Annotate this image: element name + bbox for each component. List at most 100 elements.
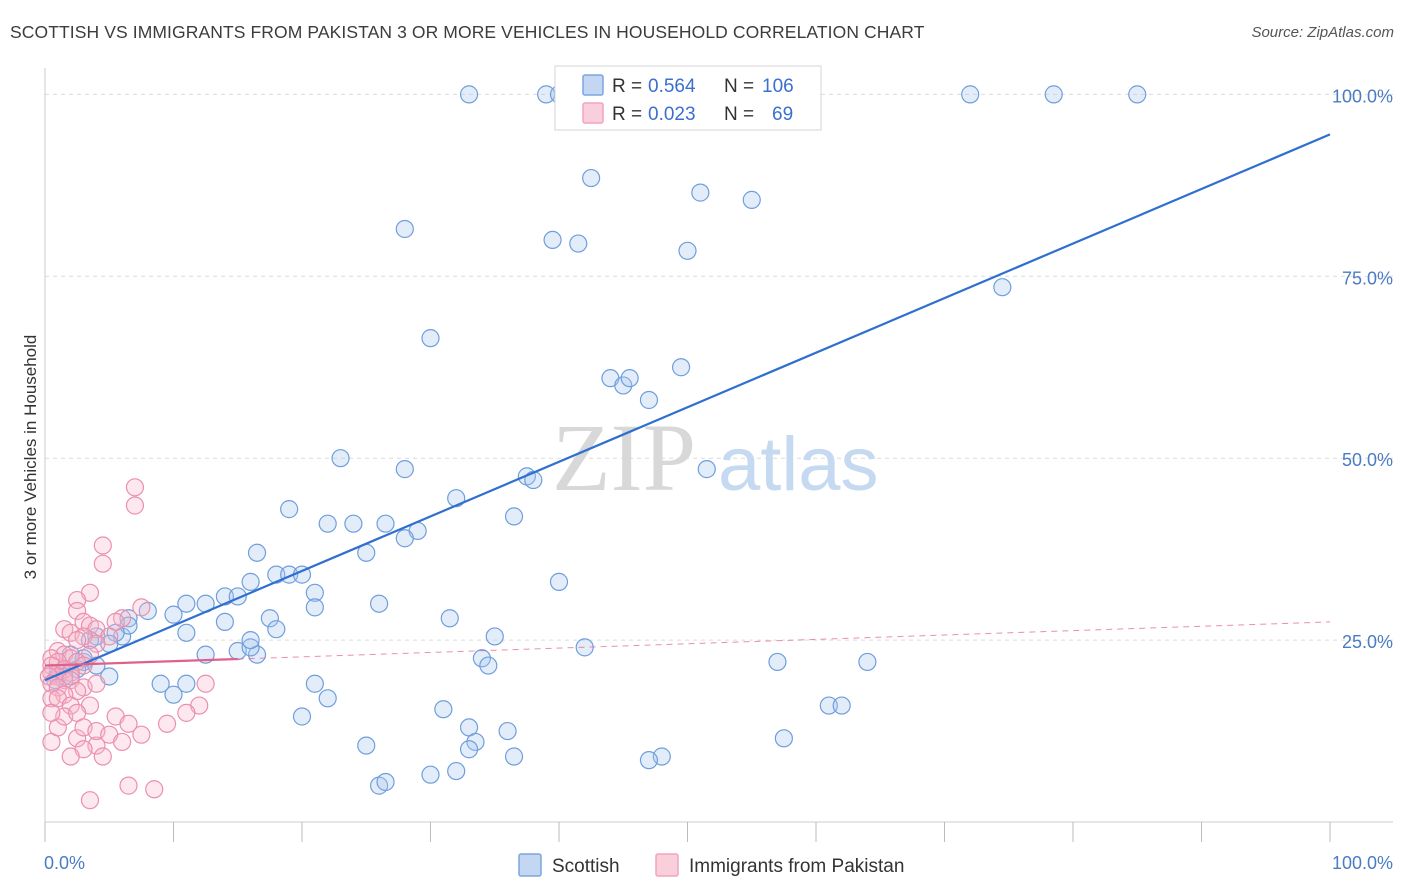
data-point: [357, 736, 376, 755]
data-point: [858, 652, 877, 672]
data-point: [125, 478, 145, 497]
data-point: [177, 674, 196, 693]
data-point: [42, 703, 61, 722]
data-point: [42, 689, 61, 708]
data-point: [395, 219, 414, 239]
stats-legend: R = 0.564 N = 106 R = 0.023 N = 69: [554, 65, 822, 131]
data-point: [164, 685, 183, 704]
series-legend: Scottish Immigrants from Pakistan: [518, 853, 904, 877]
data-point: [48, 678, 67, 697]
stats-r-label-scottish: R =: [612, 76, 642, 97]
data-point: [305, 598, 324, 617]
data-point: [459, 85, 479, 104]
data-point: [549, 572, 569, 591]
data-point: [472, 649, 491, 668]
data-point: [267, 620, 286, 639]
data-point: [395, 460, 414, 479]
stats-swatch-pakistan: [582, 102, 604, 124]
data-point: [87, 656, 106, 675]
stats-n-label-scottish: N =: [724, 76, 754, 97]
data-point: [447, 761, 466, 781]
stats-r-label-pakistan: R =: [612, 104, 642, 125]
chart-title: SCOTTISH VS IMMIGRANTS FROM PAKISTAN 3 O…: [10, 22, 925, 42]
data-point: [434, 700, 453, 719]
y-tick-label: 75.0%: [1342, 268, 1393, 288]
watermark-zip: ZIP: [552, 404, 696, 511]
data-point: [93, 554, 112, 573]
data-point: [318, 689, 337, 708]
y-tick-label: 100.0%: [1332, 86, 1393, 106]
data-point: [569, 234, 588, 253]
data-point: [774, 729, 793, 748]
data-point: [639, 390, 659, 410]
data-point: [87, 634, 106, 653]
data-point: [125, 496, 145, 515]
data-point: [742, 190, 761, 209]
watermark: ZIP atlas: [552, 404, 879, 511]
stats-r-value-pakistan: 0.023: [648, 104, 696, 125]
data-point: [164, 605, 183, 624]
y-tick-labels: 25.0% 50.0% 75.0% 100.0%: [1332, 86, 1393, 652]
data-point: [241, 572, 260, 591]
trend-lines: [44, 133, 1331, 682]
data-point: [421, 765, 440, 784]
data-point: [504, 507, 524, 526]
data-point: [961, 85, 980, 104]
data-point: [112, 732, 132, 752]
data-point: [177, 703, 196, 722]
legend-swatch-pakistan: [655, 853, 679, 877]
data-point: [370, 594, 389, 613]
data-point: [68, 729, 87, 748]
data-point: [177, 623, 196, 642]
data-point: [614, 376, 633, 395]
data-point: [119, 776, 138, 795]
data-point: [215, 612, 234, 632]
legend-label-scottish: Scottish: [552, 856, 620, 877]
data-point: [87, 674, 106, 693]
data-point: [318, 514, 337, 533]
legend-swatch-scottish: [518, 853, 542, 877]
data-point: [421, 329, 440, 348]
x-tick-label-max: 100.0%: [1332, 853, 1393, 873]
data-point: [331, 449, 350, 468]
data-point: [479, 656, 498, 675]
data-point: [344, 514, 363, 533]
data-point: [68, 590, 87, 610]
axes: [44, 68, 1393, 842]
data-point: [132, 598, 151, 617]
data-point: [80, 791, 100, 810]
data-point: [260, 609, 279, 628]
data-point: [639, 751, 659, 770]
y-tick-label: 50.0%: [1342, 450, 1393, 470]
data-point: [678, 241, 697, 260]
trend-line-scottish: [44, 133, 1331, 682]
data-point: [543, 230, 562, 250]
data-point: [241, 638, 260, 657]
data-point: [620, 369, 639, 388]
stats-n-value-scottish: 106: [762, 76, 794, 97]
data-point: [61, 696, 80, 715]
data-point: [671, 358, 691, 377]
data-point: [691, 183, 710, 202]
data-point: [241, 630, 260, 650]
data-point: [466, 732, 485, 752]
data-point: [196, 674, 215, 693]
data-point: [157, 714, 177, 733]
data-point: [395, 529, 414, 548]
pakistan-points: [39, 478, 215, 810]
y-axis-title: 3 or more Vehicles in Household: [21, 335, 40, 580]
data-point: [151, 674, 170, 693]
data-point: [832, 696, 851, 715]
data-point: [119, 714, 138, 733]
stats-r-value-scottish: 0.564: [648, 76, 696, 97]
data-point: [376, 772, 395, 792]
x-tick-label-min: 0.0%: [44, 853, 85, 873]
data-point: [697, 460, 716, 479]
data-point: [305, 583, 324, 602]
data-point: [993, 278, 1012, 297]
data-point: [376, 514, 395, 533]
data-point: [498, 721, 517, 741]
chart-source: Source: ZipAtlas.com: [1251, 24, 1394, 41]
grid-lines: [45, 93, 1393, 641]
